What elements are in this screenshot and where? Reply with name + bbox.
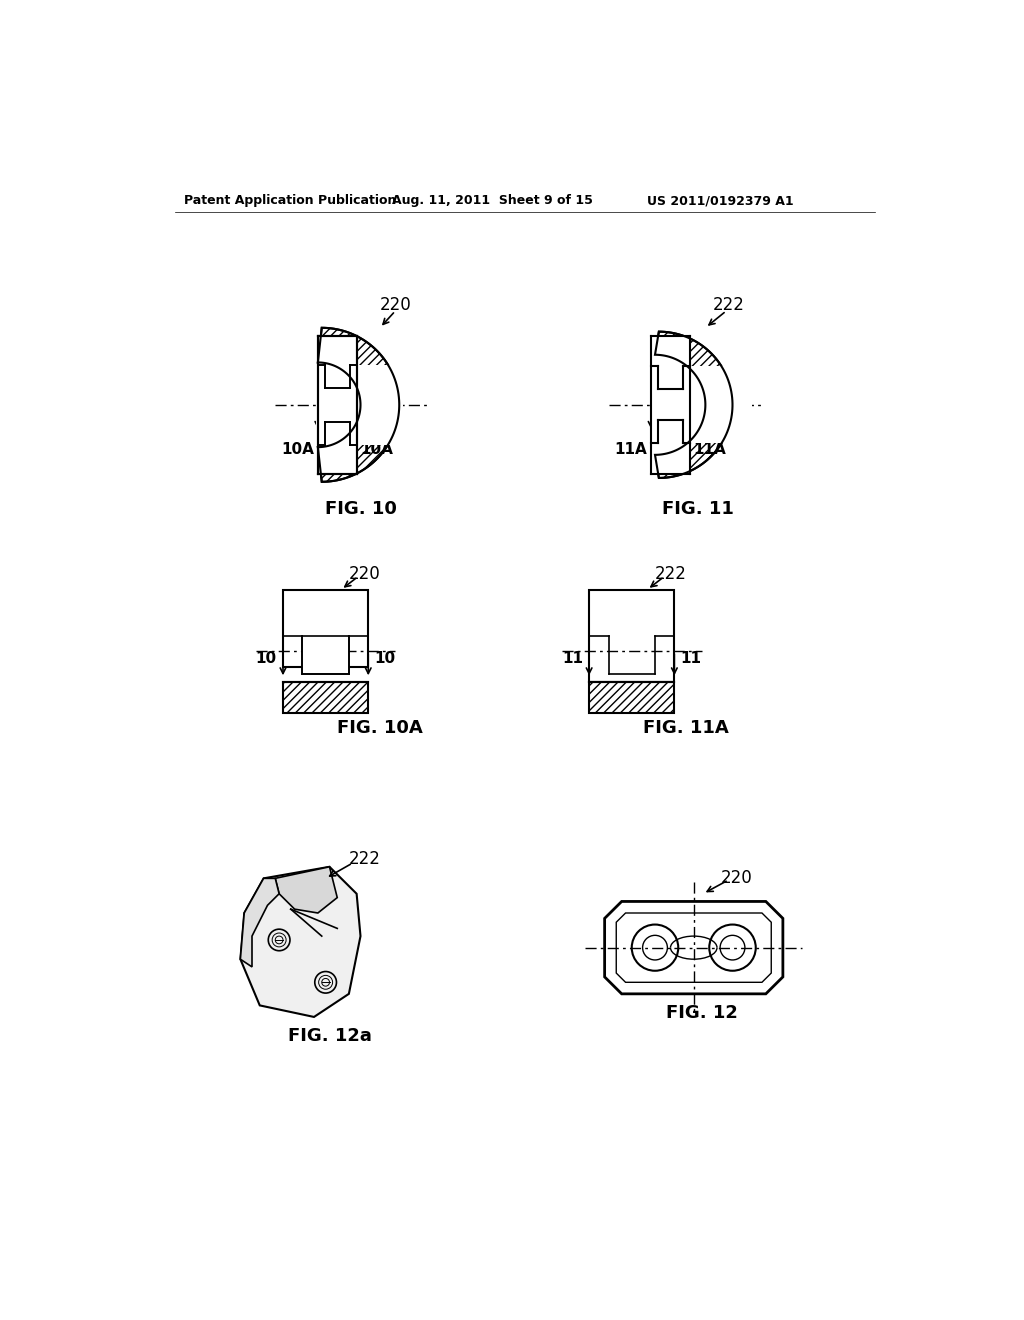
Text: 220: 220 [380,296,412,314]
Text: 10A: 10A [282,442,314,457]
Polygon shape [655,331,732,478]
Text: 222: 222 [655,565,687,583]
Text: FIG. 12: FIG. 12 [666,1005,737,1022]
Text: FIG. 11A: FIG. 11A [643,719,729,737]
Polygon shape [317,327,399,482]
Text: 220: 220 [349,565,381,583]
Text: 11A: 11A [614,442,647,457]
Text: 220: 220 [721,870,753,887]
Bar [589,682,675,713]
Text: FIG. 11: FIG. 11 [662,500,733,517]
Polygon shape [604,902,783,994]
Text: 10A: 10A [360,442,393,457]
Bar [283,682,369,713]
Bar [589,590,675,682]
Polygon shape [241,878,280,966]
Text: 10: 10 [375,651,395,667]
Text: FIG. 12a: FIG. 12a [288,1027,372,1045]
Polygon shape [616,913,771,982]
Bar [316,364,403,445]
Bar [649,367,752,444]
Polygon shape [275,867,337,913]
Bar [283,590,369,667]
Text: FIG. 10A: FIG. 10A [337,719,423,737]
Text: FIG. 10: FIG. 10 [325,500,396,517]
Text: 10: 10 [256,651,276,667]
Text: 11: 11 [681,651,701,667]
Text: 222: 222 [713,296,745,314]
Bar [302,636,349,675]
Text: 11: 11 [562,651,583,667]
Bar [317,335,356,474]
Bar [651,335,690,474]
Text: Patent Application Publication: Patent Application Publication [183,194,396,207]
Text: Aug. 11, 2011  Sheet 9 of 15: Aug. 11, 2011 Sheet 9 of 15 [391,194,592,207]
Polygon shape [241,867,360,1016]
Text: US 2011/0192379 A1: US 2011/0192379 A1 [647,194,794,207]
Text: 222: 222 [349,850,381,869]
Text: 11A: 11A [693,442,726,457]
